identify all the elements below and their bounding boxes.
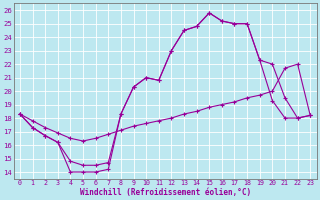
X-axis label: Windchill (Refroidissement éolien,°C): Windchill (Refroidissement éolien,°C)	[79, 188, 251, 197]
